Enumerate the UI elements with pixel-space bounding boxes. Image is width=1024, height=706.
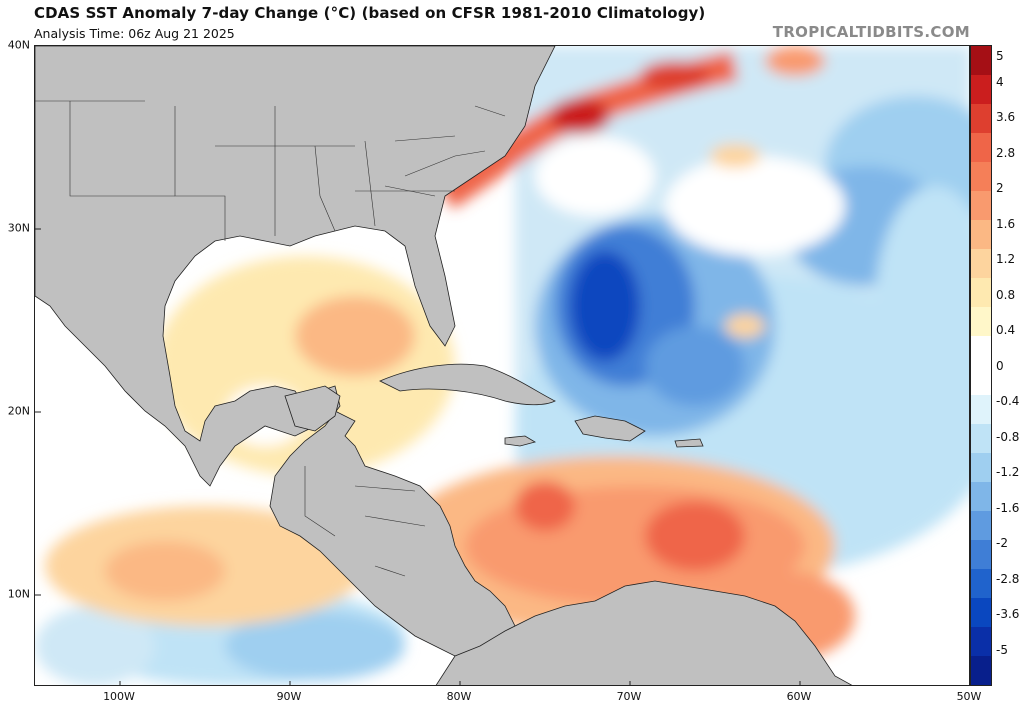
north-america-land <box>35 46 556 662</box>
colorbar-segment <box>971 568 991 599</box>
yucatan-land <box>284 385 341 432</box>
lat-label-30n: 30N <box>7 221 30 235</box>
cuba-land <box>379 363 556 406</box>
colorbar-segment <box>971 104 991 134</box>
colorbar-segment <box>971 162 991 192</box>
colorbar-segment <box>971 481 991 512</box>
anomaly-field <box>35 46 969 685</box>
source-credit: TROPICALTIDBITS.COM <box>772 23 970 41</box>
map-canvas <box>35 46 969 685</box>
cbar-label: 0 <box>996 359 1004 373</box>
cbar-label: -3.6 <box>996 607 1020 621</box>
cbar-label: -5 <box>996 643 1008 657</box>
land-masses <box>35 46 853 685</box>
cbar-label: -0.8 <box>996 430 1020 444</box>
lon-label-100w: 100W <box>103 690 135 703</box>
colorbar-segment <box>971 133 991 163</box>
lat-label-20n: 20N <box>7 404 30 418</box>
cbar-label: 1.6 <box>996 217 1016 231</box>
lat-label-40n: 40N <box>7 38 30 52</box>
lat-label-10n: 10N <box>7 587 30 601</box>
colorbar-segment <box>971 365 991 396</box>
colorbar-segment <box>971 539 991 570</box>
colorbar-segment <box>971 220 991 250</box>
south-america-land <box>435 580 853 685</box>
colorbar-segment <box>971 249 991 279</box>
colorbar-segment <box>971 75 991 105</box>
cbar-label: -1.6 <box>996 501 1020 515</box>
lon-label-90w: 90W <box>276 690 302 703</box>
map-title: CDAS SST Anomaly 7-day Change (°C) (base… <box>34 4 706 22</box>
cbar-label: -0.4 <box>996 394 1020 408</box>
cbar-label: 1.2 <box>996 252 1016 266</box>
colorbar-segment <box>971 307 991 337</box>
colorbar-segment <box>971 394 991 425</box>
colorbar-segment <box>971 191 991 221</box>
puerto-rico-land <box>674 438 704 448</box>
colorbar-segment <box>971 510 991 541</box>
sst-anomaly-map <box>34 45 970 686</box>
colorbar-segment <box>971 336 991 366</box>
jamaica-land <box>504 435 537 447</box>
cbar-label: -2 <box>996 536 1008 550</box>
colorbar-segment <box>971 452 991 483</box>
lon-label-80w: 80W <box>446 690 472 703</box>
cbar-label: 2.8 <box>996 146 1016 160</box>
colorbar <box>970 45 992 686</box>
colorbar-segment <box>971 626 991 657</box>
colorbar-segment <box>971 423 991 454</box>
political-boundaries <box>35 100 506 577</box>
lon-label-70w: 70W <box>616 690 642 703</box>
lon-label-60w: 60W <box>786 690 812 703</box>
cbar-label: 4 <box>996 75 1004 89</box>
cbar-label: 3.6 <box>996 110 1016 124</box>
colorbar-segment <box>971 655 991 686</box>
cbar-label: -1.2 <box>996 465 1020 479</box>
cbar-label: 0.8 <box>996 288 1016 302</box>
hispaniola-land <box>574 415 646 442</box>
colorbar-segment <box>971 46 991 76</box>
grid-ticks <box>35 228 801 685</box>
cbar-label: 2 <box>996 181 1004 195</box>
colorbar-segment <box>971 597 991 628</box>
cbar-label: -2.8 <box>996 572 1020 586</box>
analysis-time: Analysis Time: 06z Aug 21 2025 <box>34 26 235 41</box>
cbar-label: 0.4 <box>996 323 1016 337</box>
colorbar-segment <box>971 278 991 308</box>
cbar-label: 5 <box>996 49 1004 63</box>
lon-label-50w: 50W <box>956 690 982 703</box>
